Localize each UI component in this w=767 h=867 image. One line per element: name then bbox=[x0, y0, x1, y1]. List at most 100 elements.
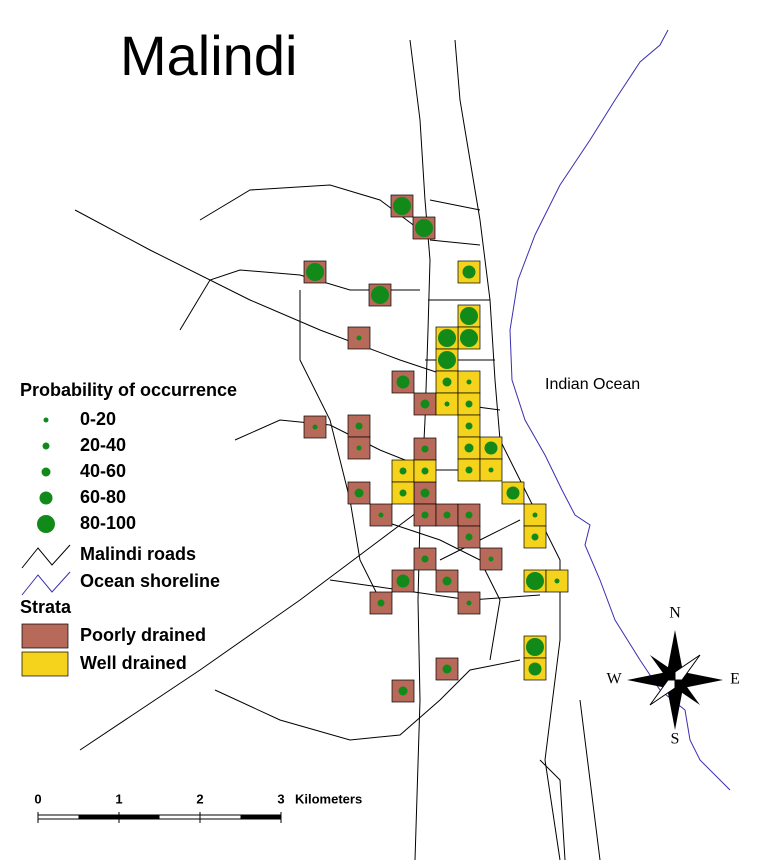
probability-dot bbox=[355, 422, 363, 430]
probability-dot bbox=[421, 467, 429, 475]
legend-shoreline: Ocean shoreline bbox=[80, 571, 220, 591]
probability-dot bbox=[466, 600, 472, 606]
probability-dot bbox=[306, 263, 324, 281]
cells bbox=[303, 194, 569, 703]
road bbox=[424, 199, 501, 411]
probability-dot bbox=[484, 441, 498, 455]
compass-label: E bbox=[730, 671, 740, 688]
scale-segment bbox=[78, 815, 119, 819]
probability-dot bbox=[532, 512, 538, 518]
probability-dot bbox=[378, 512, 384, 518]
probability-dot bbox=[462, 265, 476, 279]
probability-dot bbox=[377, 599, 385, 607]
probability-dot bbox=[420, 399, 430, 409]
probability-dot bbox=[531, 533, 539, 541]
probability-dot bbox=[442, 377, 452, 387]
scale-bar: 0 1 2 3 Kilometers bbox=[34, 791, 362, 823]
probability-dot bbox=[443, 511, 451, 519]
probability-dot bbox=[464, 443, 474, 453]
probability-dot bbox=[398, 686, 408, 696]
legend-class: 60-80 bbox=[80, 487, 126, 507]
legend-road-icon bbox=[21, 544, 71, 569]
probability-dot bbox=[396, 375, 410, 389]
legend-dot bbox=[37, 515, 55, 533]
probability-dot bbox=[460, 307, 478, 325]
probability-dot bbox=[356, 445, 362, 451]
compass-label: S bbox=[671, 731, 680, 748]
map-title: Malindi bbox=[120, 24, 297, 87]
legend-dot bbox=[43, 417, 49, 423]
probability-dot bbox=[421, 511, 429, 519]
probability-dot bbox=[444, 401, 450, 407]
probability-dot bbox=[466, 379, 472, 385]
road bbox=[329, 579, 541, 601]
probability-dot bbox=[465, 466, 473, 474]
compass-label: W bbox=[606, 671, 622, 688]
scale-segment bbox=[119, 815, 160, 819]
legend-title: Probability of occurrence bbox=[20, 380, 237, 400]
probability-dot bbox=[442, 576, 452, 586]
road bbox=[179, 269, 420, 331]
roads bbox=[74, 39, 601, 861]
probability-dot bbox=[526, 638, 544, 656]
legend-dot bbox=[42, 442, 50, 450]
probability-dot bbox=[465, 422, 473, 430]
legend-class: 40-60 bbox=[80, 461, 126, 481]
legend-strata-item: Poorly drained bbox=[80, 625, 206, 645]
probability-dot bbox=[312, 424, 318, 430]
legend-classes: 0-20 20-40 40-60 60-80 80-100 bbox=[37, 409, 136, 533]
probability-dot bbox=[399, 467, 407, 475]
probability-dot bbox=[371, 286, 389, 304]
probability-dot bbox=[528, 662, 542, 676]
road bbox=[409, 39, 431, 861]
probability-dot bbox=[488, 467, 494, 473]
probability-dot bbox=[420, 488, 430, 498]
probability-dot bbox=[460, 329, 478, 347]
probability-dot bbox=[421, 445, 429, 453]
probability-dot bbox=[396, 574, 410, 588]
probability-dot bbox=[554, 578, 560, 584]
probability-dot bbox=[465, 533, 473, 541]
scale-tick-label: 0 bbox=[34, 791, 41, 806]
probability-dot bbox=[354, 488, 364, 498]
probability-dot bbox=[421, 555, 429, 563]
probability-dot bbox=[438, 351, 456, 369]
probability-dot bbox=[526, 572, 544, 590]
road bbox=[299, 290, 381, 601]
probability-dot bbox=[393, 197, 411, 215]
legend-shoreline-icon bbox=[21, 571, 71, 596]
probability-dot bbox=[442, 664, 452, 674]
road bbox=[539, 699, 601, 861]
probability-dot bbox=[438, 329, 456, 347]
legend-class: 20-40 bbox=[80, 435, 126, 455]
legend-well-swatch bbox=[21, 651, 69, 677]
legend-class: 0-20 bbox=[80, 409, 116, 429]
road bbox=[79, 509, 421, 751]
road bbox=[199, 184, 421, 231]
probability-dot bbox=[506, 486, 520, 500]
probability-dot bbox=[488, 556, 494, 562]
scale-segment bbox=[240, 815, 281, 819]
scale-tick-label: 2 bbox=[196, 791, 203, 806]
compass-label: N bbox=[669, 605, 681, 622]
probability-dot bbox=[465, 511, 473, 519]
legend-poor-swatch bbox=[21, 623, 69, 649]
scale-tick-label: 3 bbox=[277, 791, 284, 806]
scale-tick-label: 1 bbox=[115, 791, 122, 806]
probability-dot bbox=[399, 489, 407, 497]
legend-roads: Malindi roads bbox=[80, 544, 196, 564]
compass: N S W E bbox=[606, 605, 739, 748]
road bbox=[214, 659, 521, 741]
legend-dot bbox=[41, 467, 51, 477]
legend-class: 80-100 bbox=[80, 513, 136, 533]
probability-dot bbox=[415, 219, 433, 237]
legend-strata-title: Strata bbox=[20, 597, 72, 617]
scale-unit: Kilometers bbox=[295, 791, 362, 806]
probability-dot bbox=[465, 400, 473, 408]
legend-dot bbox=[39, 491, 53, 505]
legend-strata-item: Well drained bbox=[80, 653, 187, 673]
road bbox=[74, 209, 461, 381]
ocean-label: Indian Ocean bbox=[545, 376, 640, 393]
probability-dot bbox=[356, 335, 362, 341]
